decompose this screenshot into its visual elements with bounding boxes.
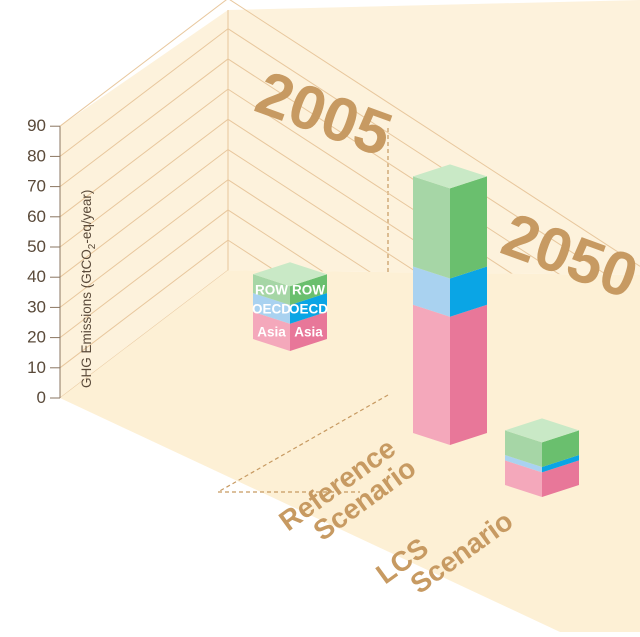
bar-segment-oecd [505, 455, 542, 473]
bar-segment-side-row [450, 176, 487, 279]
bar-segment-side-oecd [450, 266, 487, 317]
gridline-left [59, 118, 229, 248]
y-tick-label: 10 [27, 358, 46, 377]
gridline-left [59, 179, 229, 308]
bar-1 [413, 164, 487, 445]
y-tick-label: 70 [27, 177, 46, 196]
bar-2 [505, 418, 579, 497]
bar-segment-row [253, 274, 290, 305]
bar-top [505, 418, 579, 443]
bar-segment-asia [413, 304, 450, 445]
y-tick-label: 30 [27, 297, 46, 316]
gridline-left [59, 88, 229, 218]
bar-segment-side-row [542, 430, 579, 467]
bar-segment-oecd [413, 266, 450, 317]
segment-label-row: ROW [255, 283, 288, 298]
bar-segment-side-oecd [542, 455, 579, 473]
bar-segment-row [413, 176, 450, 279]
gridline-left [59, 0, 227, 127]
bar-segment-side-asia [290, 311, 327, 351]
y-tick-label: 90 [27, 116, 46, 135]
gridline-left [59, 28, 229, 157]
segment-label-oecd: OECD [252, 301, 291, 316]
gridline-back [229, 0, 640, 267]
bar-segment-side-oecd [290, 293, 327, 324]
bar-segment-side-row [290, 274, 327, 305]
gridline-left [59, 149, 229, 278]
y-tick-label: 20 [27, 328, 46, 347]
y-tick-label: 50 [27, 237, 46, 256]
bar-segment-row [505, 430, 542, 467]
segment-label-asia: Asia [257, 324, 286, 339]
bar-segment-oecd [253, 293, 290, 324]
y-tick-label: 60 [27, 207, 46, 226]
segment-label-side-asia: Asia [294, 324, 323, 339]
segment-label-side-oecd: OECD [289, 301, 328, 316]
floor [60, 270, 640, 632]
floor-surface [60, 270, 640, 632]
bar-segment-asia [505, 460, 542, 497]
gridline-back [227, 28, 640, 297]
gridline-left [59, 209, 229, 338]
y-axis: 0 10 20 30 40 50 60 70 80 90 [27, 116, 61, 407]
y-axis-label: GHG Emissions (GtCO2-eq/year) [79, 190, 98, 388]
bar-top [253, 262, 327, 287]
y-tick-label: 40 [27, 267, 46, 286]
y-tick-label: 80 [27, 146, 46, 165]
gridline-left [59, 239, 229, 369]
bar-top [413, 164, 487, 189]
bar-segment-side-asia [450, 304, 487, 445]
y-tick-label: 0 [37, 388, 46, 407]
gridline-left [59, 58, 229, 187]
bar-segment-side-asia [542, 460, 579, 497]
segment-label-side-row: ROW [292, 283, 325, 298]
bar-segment-asia [253, 311, 290, 351]
period-divider-floor [217, 394, 389, 493]
